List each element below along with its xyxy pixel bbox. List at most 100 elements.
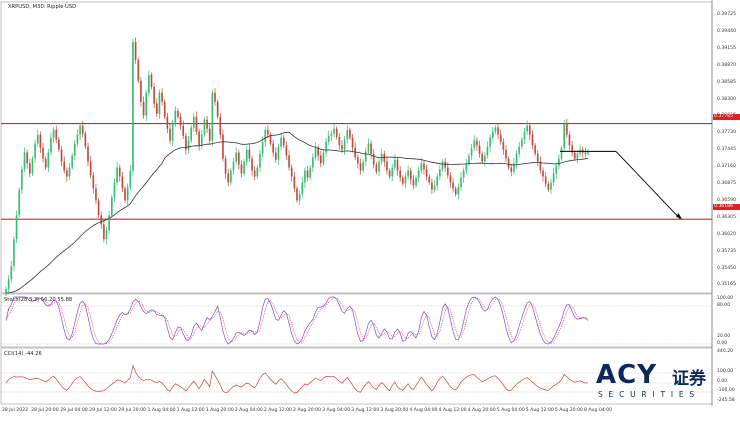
stoch-tick-label: 100.00 [717,296,734,301]
time-tick-label: 3 Aug 20:00 [380,408,409,413]
time-tick-label: 2 Aug 12:00 [263,408,292,413]
candle-body [460,177,462,188]
candle-body [214,92,216,102]
candle-body [18,189,21,216]
candle-body [34,143,36,159]
candle-body [285,145,288,156]
candle-body [319,155,322,164]
price-tick-label: 0.38585 [717,79,736,85]
candle-body [44,158,47,168]
candle-body [364,151,367,162]
candle-body [439,169,441,177]
price-tick-label: 0.38870 [717,62,736,68]
cci-tick-label: 100.00 [717,369,734,374]
price-tick-label: 0.36875 [717,181,736,186]
candle-body [502,141,505,150]
cci-tick-label: 440.20 [717,349,734,354]
candle-body [169,128,171,141]
time-tick-label: 3 Aug 12:00 [351,408,380,413]
candle-body [195,116,198,132]
candle-body [261,141,264,154]
candle-body [417,170,420,178]
candle-body [446,167,449,176]
candle-body [401,177,404,184]
candle-body [79,125,81,135]
candle-body [95,188,97,201]
candle-body [428,176,431,183]
candle-body [454,188,457,195]
candle-body [203,119,206,135]
candle-body [235,152,237,162]
candle-body [240,164,243,174]
candle-body [13,239,15,267]
candle-body [31,158,34,174]
candle-body [52,129,55,138]
candle-body [256,167,259,177]
candle-body [245,149,248,162]
candle-body [290,167,293,177]
candle-body [134,42,137,60]
candle-body [505,149,507,159]
candle-body [550,182,552,190]
candle-body [105,230,108,240]
candle-body [465,163,468,171]
candle-body [484,155,486,162]
candle-body [7,279,10,289]
time-tick-label: 1 Aug 12:00 [176,408,205,413]
candle-body [5,288,7,294]
candle-body [282,137,285,146]
candle-body [547,183,550,190]
candle-body [68,167,71,177]
cci-tick-label: 0.00 [717,379,728,384]
candle-body [171,122,174,141]
candle-body [478,145,481,154]
candle-body [177,110,179,117]
projection-arrow-line [615,151,681,219]
candle-body [301,182,304,195]
candle-body [528,125,531,135]
candle-body [370,143,372,154]
time-tick-label: 1 Aug 20:00 [205,408,234,413]
candle-body [36,134,39,144]
candle-body [359,163,362,171]
candle-body [113,182,116,198]
candle-body [253,170,256,177]
candle-body [489,137,491,147]
candle-body [71,155,73,168]
moving-average-line [5,131,589,294]
price-tick-label: 0.39725 [717,12,736,17]
candle-body [132,42,134,171]
candle-body [357,157,359,164]
candle-body [50,137,52,153]
candle-body [436,176,439,186]
candle-body [571,145,573,153]
candle-body [415,177,417,186]
candle-body [386,161,388,171]
candle-body [544,176,547,184]
candle-body [452,182,454,189]
candle-body [298,194,301,201]
candle-body [563,123,566,148]
candle-body [60,149,63,162]
candle-body [42,147,44,159]
stoch-tick-label: 20.00 [717,334,731,339]
candle-body [513,163,515,172]
candle-body [87,146,89,162]
candle-body [462,170,465,178]
candle-body [521,139,523,147]
price-tick-label: 0.39440 [717,28,736,34]
candle-body [433,185,436,190]
candle-body [182,125,185,136]
candle-body [222,134,224,159]
candle-body [425,169,428,177]
candle-body [73,143,76,156]
candle-body [531,134,534,146]
candle-body [267,129,269,135]
candle-body [108,215,110,231]
candle-body [362,161,364,171]
candle-body [166,116,169,129]
time-tick-label: 2 Aug 04:00 [234,408,263,413]
stoch-tick-label: 80.00 [717,303,731,308]
